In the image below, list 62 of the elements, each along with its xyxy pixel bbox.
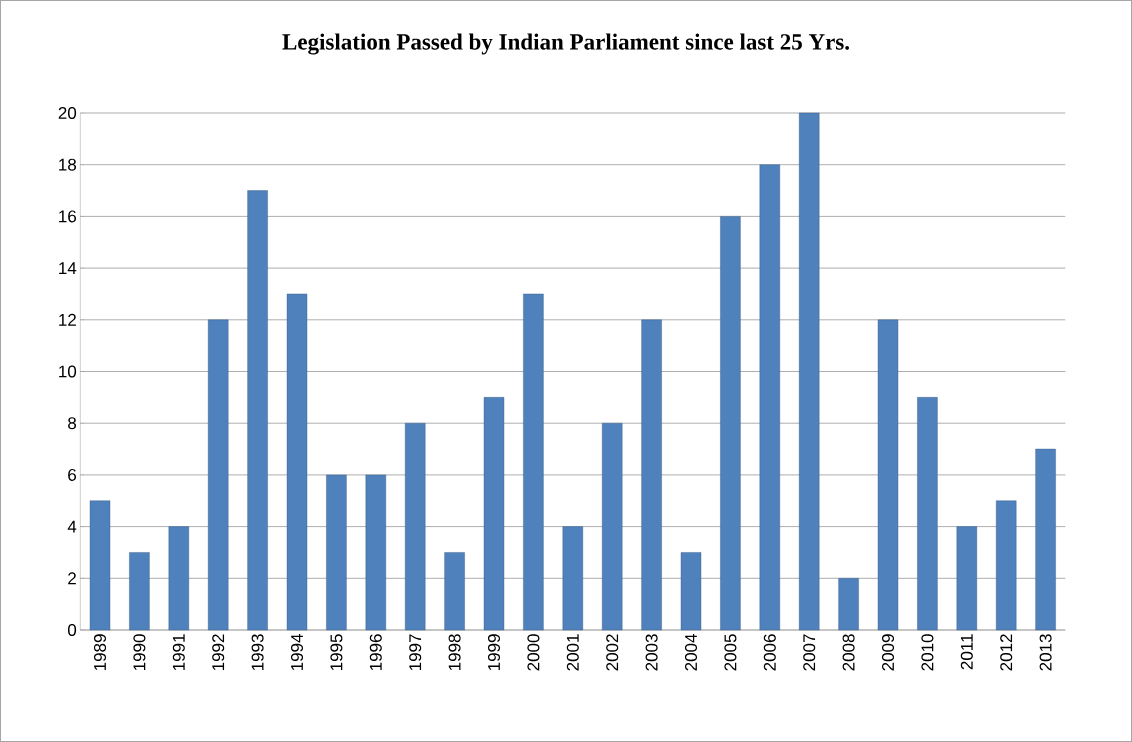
bar	[996, 500, 1017, 631]
bar	[247, 190, 268, 631]
bar	[523, 293, 544, 631]
x-tick-label: 1990	[133, 634, 146, 671]
x-tick-label: 2013	[1039, 634, 1052, 671]
x-tick-label: 1996	[369, 634, 382, 671]
x-tick-label: 2012	[1000, 634, 1013, 671]
bar	[365, 474, 387, 631]
bar	[483, 397, 505, 631]
bar	[326, 474, 347, 631]
bar	[956, 526, 978, 631]
bar	[405, 423, 426, 631]
x-tick-label: 2009	[881, 634, 895, 671]
bar	[602, 423, 623, 631]
x-tick-label: 2007	[803, 634, 816, 671]
x-tick-label: 1992	[212, 634, 225, 671]
bar	[680, 552, 702, 631]
x-tick-label: 2006	[763, 634, 776, 671]
y-tick-label: 16	[59, 210, 77, 223]
y-tick-label: 10	[59, 365, 77, 378]
chart-title: Legislation Passed by Indian Parliament since last 25 Yrs.	[282, 33, 849, 55]
y-tick-label: 8	[68, 417, 77, 430]
x-tick-label: 2008	[842, 634, 855, 671]
x-tick-label: 1994	[290, 634, 304, 671]
x-tick-label: 1997	[409, 634, 422, 671]
bar	[562, 526, 584, 631]
bar	[444, 552, 465, 631]
x-tick-label: 1989	[93, 634, 107, 671]
x-tick-label: 2000	[527, 634, 540, 671]
bar	[286, 293, 308, 631]
y-tick-label: 14	[59, 262, 77, 274]
x-tick-label: 2003	[645, 634, 658, 671]
bar	[208, 319, 229, 631]
x-tick-label: 1999	[487, 634, 501, 671]
y-tick-label: 0	[67, 623, 77, 637]
x-tick-label: 1995	[330, 634, 343, 671]
bar	[720, 216, 741, 631]
bar	[641, 319, 662, 631]
y-tick-label: 6	[68, 468, 77, 481]
y-tick-label: 20	[58, 106, 77, 120]
bar	[838, 578, 859, 631]
bar	[799, 112, 820, 631]
bar	[877, 319, 899, 631]
x-tick-label: 2010	[921, 634, 934, 671]
x-tick-label: 2005	[724, 634, 737, 671]
x-tick-label: 2011	[960, 634, 973, 670]
bar	[759, 164, 781, 631]
y-tick-label: 4	[67, 520, 77, 533]
bar	[1035, 448, 1056, 631]
y-tick-label: 12	[59, 313, 76, 326]
x-tick-label: 1993	[251, 634, 264, 671]
x-tick-label: 2002	[606, 634, 619, 671]
x-tick-label: 2004	[684, 634, 698, 671]
bar	[129, 552, 150, 631]
x-tick-label: 1991	[172, 634, 185, 671]
bar	[89, 500, 111, 631]
bar	[168, 526, 189, 631]
y-tick-label: 2	[68, 572, 76, 585]
y-tick-label: 18	[59, 158, 77, 171]
x-tick-label: 1998	[448, 634, 461, 671]
bar	[917, 397, 938, 631]
x-tick-label: 2001	[566, 634, 579, 671]
